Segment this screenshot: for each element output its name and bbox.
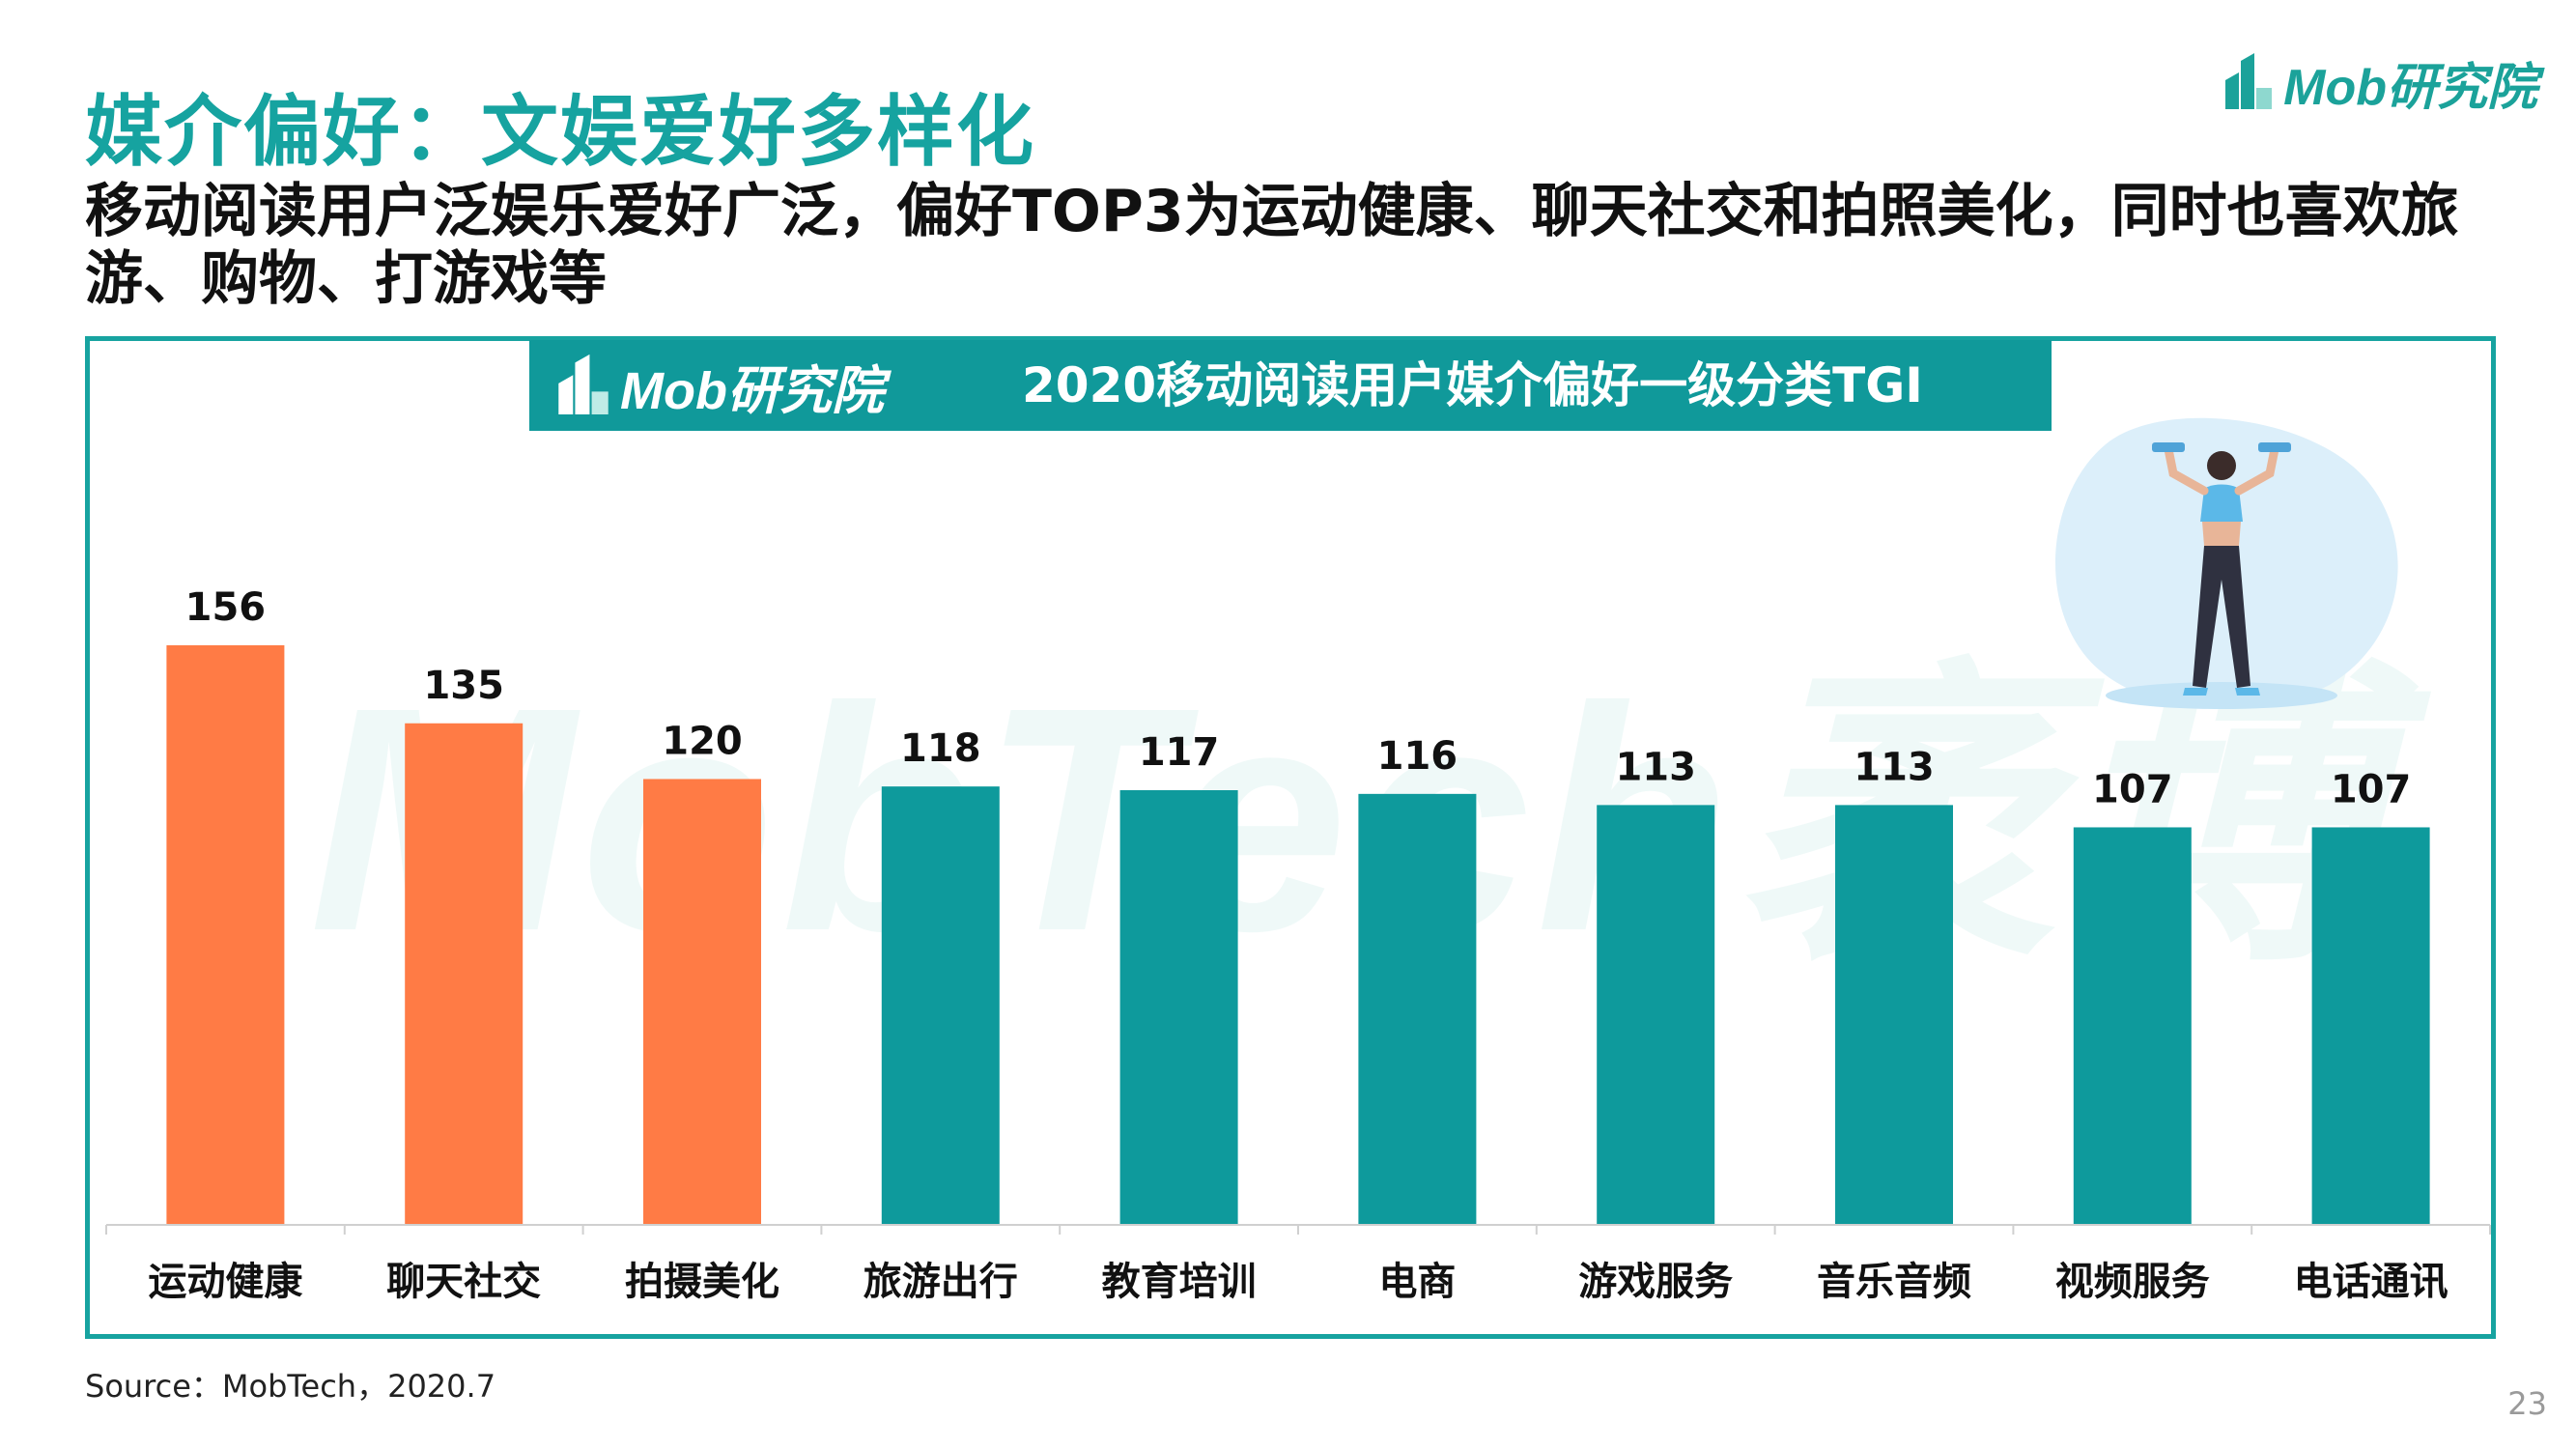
category-label: 电话通讯 <box>2294 1260 2449 1304</box>
banner-logo-text: Mob研究院 <box>620 361 884 420</box>
page-title: 媒介偏好：文娱爱好多样化 <box>85 87 1035 177</box>
value-label: 135 <box>423 664 504 708</box>
chart-banner: Mob研究院 2020移动阅读用户媒介偏好一级分类TGI <box>529 340 2052 431</box>
fitness-woman-illustration <box>2054 417 2398 709</box>
value-label: 107 <box>2331 767 2412 811</box>
value-label: 120 <box>662 719 743 763</box>
bar-5 <box>1119 790 1238 1225</box>
value-label: 117 <box>1139 730 1220 775</box>
category-label: 游戏服务 <box>1578 1260 1733 1304</box>
category-label: 电商 <box>1378 1260 1456 1304</box>
brand-logo: Mob研究院 <box>2222 46 2537 118</box>
category-label: 旅游出行 <box>863 1260 1018 1304</box>
building-icon <box>2225 53 2273 109</box>
value-label: 156 <box>185 585 267 630</box>
value-label: 107 <box>2092 767 2173 811</box>
value-label: 113 <box>1615 745 1696 789</box>
value-label: 113 <box>1854 745 1935 789</box>
bar-4 <box>881 786 1000 1225</box>
bar-9 <box>2073 827 2192 1225</box>
bar-1 <box>166 645 285 1225</box>
value-label: 118 <box>900 726 981 771</box>
source-note: Source：MobTech，2020.7 <box>85 1368 496 1405</box>
category-label: 聊天社交 <box>386 1260 541 1304</box>
bar-8 <box>1835 805 1953 1225</box>
chart-title: 2020移动阅读用户媒介偏好一级分类TGI <box>1022 357 1923 413</box>
bar-7 <box>1597 805 1715 1225</box>
brand-logo-text: Mob研究院 <box>2283 59 2537 116</box>
category-label: 教育培训 <box>1102 1260 1257 1304</box>
category-label: 音乐音频 <box>1817 1260 1971 1304</box>
category-label: 视频服务 <box>2055 1260 2210 1304</box>
building-icon <box>558 354 609 414</box>
page-number: 23 <box>2507 1385 2547 1422</box>
bar-3 <box>643 779 761 1225</box>
bar-6 <box>1358 793 1477 1225</box>
category-label: 拍摄美化 <box>625 1260 779 1304</box>
chart-frame <box>85 336 2496 1339</box>
value-label: 116 <box>1377 734 1458 779</box>
bar-2 <box>405 723 524 1225</box>
bar-10 <box>2311 827 2430 1225</box>
category-label: 运动健康 <box>148 1260 302 1304</box>
page-subtitle: 移动阅读用户泛娱乐爱好广泛，偏好TOP3为运动健康、聊天社交和拍照美化，同时也喜… <box>85 178 2459 313</box>
banner-logo: Mob研究院 <box>554 348 884 423</box>
